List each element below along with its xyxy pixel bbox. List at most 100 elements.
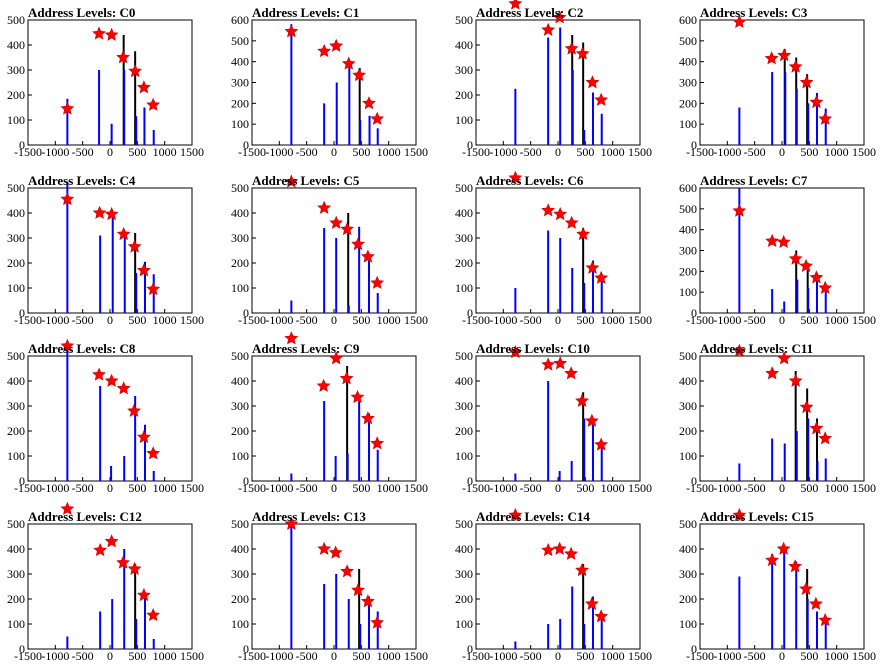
- star-marker: [339, 371, 354, 385]
- bar: [547, 230, 550, 313]
- bar: [98, 70, 101, 145]
- star-marker: [316, 378, 331, 392]
- bar: [771, 289, 774, 313]
- x-tick-label: -500: [520, 145, 542, 159]
- bar: [571, 70, 574, 145]
- chart-svg: 0 100 200 300 400 500 -1500 -1000 -500 0 500 1000 15…: [679, 343, 876, 495]
- star-marker: [370, 615, 385, 629]
- y-tick-label: 300: [679, 567, 697, 581]
- x-tick-label: 0: [555, 481, 561, 495]
- plot-frame: [251, 355, 417, 482]
- star-marker: [818, 280, 833, 294]
- x-tick-label: -500: [72, 649, 94, 663]
- x-tick-label: 500: [576, 145, 594, 159]
- chart-title: Address Levels: C4: [28, 173, 136, 188]
- x-tick-label: 0: [107, 145, 113, 159]
- chart-svg: 0 100 200 300 400 500 -1500 -1000 -500 0 500 1000 15…: [455, 170, 652, 327]
- star-marker: [777, 351, 792, 365]
- star-marker: [765, 366, 780, 380]
- x-tick-label: 1000: [153, 145, 177, 159]
- y-tick-label: 0: [691, 138, 697, 152]
- x-tick-label: -1000: [41, 481, 69, 495]
- y-tick-label: 0: [19, 642, 25, 656]
- x-tick-label: -500: [296, 313, 318, 327]
- x-tick-label: -500: [744, 313, 766, 327]
- bar: [376, 611, 379, 649]
- chart-panel: 0 100 200 300 400 500 -1500 -1000 -500 0 500 1000 15…: [0, 336, 224, 504]
- y-tick-label: 100: [455, 113, 473, 127]
- x-tick-label: -500: [520, 481, 542, 495]
- bar: [738, 188, 741, 313]
- y-tick-label: 400: [455, 542, 473, 556]
- bar: [794, 371, 797, 481]
- x-tick-label: 500: [800, 649, 818, 663]
- y-tick-label: 100: [7, 617, 25, 631]
- y-tick-label: 200: [231, 96, 249, 110]
- bar: [111, 599, 114, 649]
- star-marker: [818, 111, 833, 125]
- x-tick-label: 500: [128, 649, 146, 663]
- x-tick-label: -1500: [14, 145, 42, 159]
- plot-frame: [699, 355, 865, 482]
- x-tick-label: 1500: [852, 481, 876, 495]
- star-marker: [317, 541, 332, 555]
- star-marker: [284, 331, 299, 345]
- bar: [123, 549, 126, 649]
- x-tick-label: 0: [555, 649, 561, 663]
- x-tick-label: 1000: [153, 313, 177, 327]
- x-tick-label: 500: [128, 313, 146, 327]
- x-tick-label: -1000: [489, 649, 517, 663]
- star-marker: [351, 582, 365, 597]
- star-marker: [60, 338, 75, 352]
- bar: [783, 301, 786, 313]
- star-marker: [808, 596, 823, 610]
- x-tick-label: -500: [72, 145, 94, 159]
- x-tick-label: 1500: [852, 649, 876, 663]
- star-marker: [370, 111, 385, 125]
- plot-frame: [699, 523, 865, 650]
- star-marker: [341, 56, 356, 70]
- x-tick-label: -500: [744, 649, 766, 663]
- x-tick-label: -1500: [238, 649, 266, 663]
- x-tick-label: 1500: [852, 313, 876, 327]
- y-tick-label: 0: [467, 138, 473, 152]
- bar: [571, 268, 574, 313]
- chart-title: Address Levels: C8: [28, 341, 136, 356]
- chart-svg: 0 100 200 300 400 500 600 -1500 -1000 -500 0 500 100…: [679, 13, 876, 159]
- bar: [346, 366, 349, 481]
- star-marker: [564, 546, 579, 560]
- star-marker: [146, 607, 161, 622]
- star-marker: [809, 95, 824, 109]
- bar: [347, 213, 350, 313]
- x-tick-label: -1500: [14, 313, 42, 327]
- y-tick-label: 0: [243, 138, 249, 152]
- bar: [143, 595, 146, 649]
- bar: [558, 471, 561, 481]
- star-marker: [553, 356, 568, 370]
- bar: [152, 274, 155, 313]
- bar: [600, 446, 603, 481]
- star-marker: [340, 221, 355, 236]
- star-marker: [328, 545, 343, 559]
- x-tick-label: 1500: [404, 313, 428, 327]
- y-tick-label: 400: [231, 542, 249, 556]
- chart-panel: 0 100 200 300 400 500 -1500 -1000 -500 0 500 1000 15…: [672, 504, 896, 672]
- star-marker: [317, 43, 332, 58]
- x-tick-label: -1000: [265, 313, 293, 327]
- bar: [123, 456, 126, 481]
- star-marker: [575, 562, 589, 577]
- x-tick-label: 0: [779, 145, 785, 159]
- bar: [591, 260, 594, 313]
- x-tick-label: -500: [72, 313, 94, 327]
- plot-frame: [475, 523, 641, 650]
- x-tick-label: 500: [128, 481, 146, 495]
- y-tick-label: 200: [231, 256, 249, 270]
- bar: [784, 72, 787, 145]
- bar: [771, 438, 774, 481]
- bar: [583, 624, 586, 649]
- bar: [795, 561, 798, 649]
- chart-svg: 0 100 200 300 400 500 -1500 -1000 -500 0 500 1000 15…: [455, 0, 652, 159]
- bar: [143, 107, 146, 145]
- y-tick-label: 500: [7, 181, 25, 195]
- star-marker: [564, 41, 579, 55]
